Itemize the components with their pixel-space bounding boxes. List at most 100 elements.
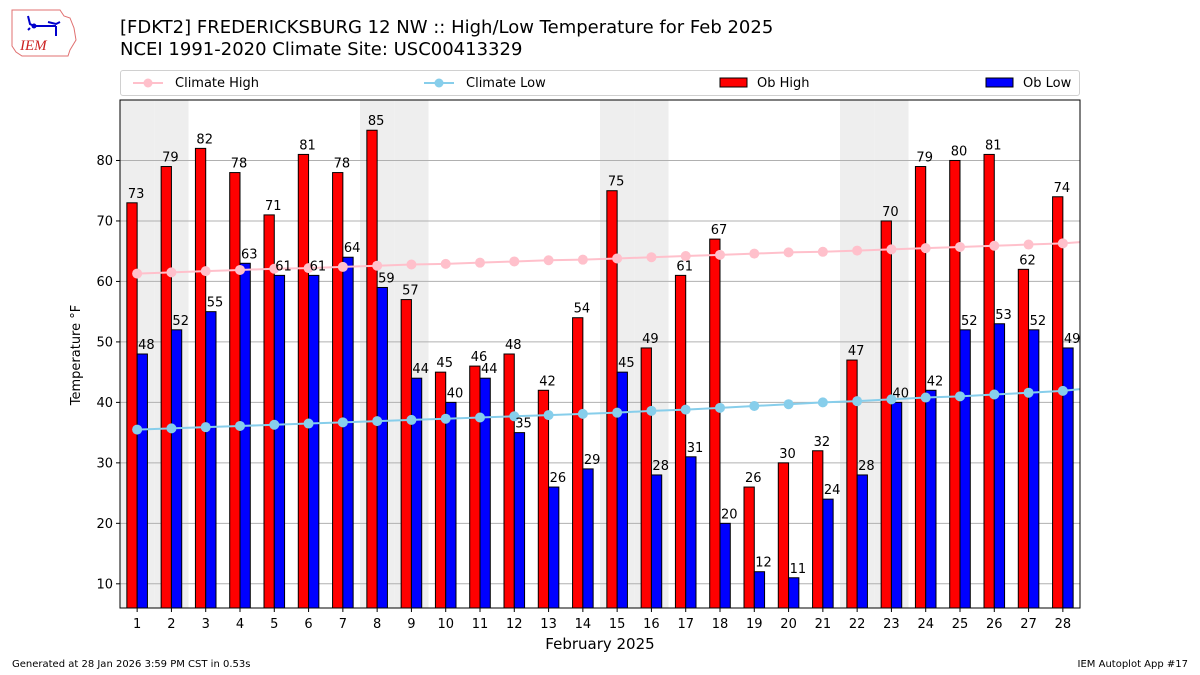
climate-high-point	[852, 245, 863, 256]
climate-high-point	[646, 252, 657, 263]
climate-high-point	[543, 255, 554, 266]
ob-high-label: 81	[299, 138, 316, 153]
ob-high-label: 78	[334, 157, 351, 172]
ob-low-label: 52	[961, 314, 978, 329]
ob-high-bar	[983, 153, 995, 609]
climate-high-point	[715, 249, 725, 260]
ob-high-bar	[297, 153, 310, 609]
ob-high-bar	[229, 172, 241, 609]
legend-label: Climate High	[175, 75, 260, 91]
ob-low-label: 42	[927, 374, 944, 389]
y-axis-label: Temperature °F	[69, 305, 84, 406]
ob-high-label: 71	[265, 199, 282, 214]
climate-low-point	[200, 422, 211, 433]
ob-low-bar	[273, 274, 286, 609]
ob-high-label: 79	[916, 151, 933, 166]
climate-low-point	[612, 407, 623, 418]
y-tick-label: 60	[96, 275, 113, 290]
x-tick-label: 23	[883, 617, 900, 632]
climate-high-point	[612, 253, 623, 264]
x-tick-label: 3	[202, 617, 210, 632]
ob-high-label: 48	[505, 338, 522, 353]
climate-low-point	[543, 410, 554, 421]
ob-low-label: 31	[687, 441, 704, 456]
ob-low-label: 20	[721, 507, 738, 522]
x-tick-label: 24	[917, 617, 934, 632]
ob-high-label: 46	[471, 350, 488, 365]
legend-label: Ob High	[757, 75, 810, 91]
y-tick-label: 40	[96, 396, 113, 411]
ob-low-label: 29	[584, 453, 601, 468]
ob-high-label: 70	[882, 205, 899, 220]
x-tick-label: 13	[540, 617, 557, 632]
climate-high-point	[303, 263, 314, 274]
climate-high-point	[372, 260, 383, 271]
climate-low-point	[955, 391, 965, 402]
ob-low-label: 64	[344, 241, 361, 256]
climate-high-point	[166, 267, 177, 278]
ob-low-bar	[856, 474, 868, 609]
ob-low-label: 53	[995, 308, 1012, 323]
x-tick-label: 18	[712, 617, 729, 632]
x-tick-label: 27	[1020, 617, 1037, 632]
x-tick-label: 2	[167, 617, 175, 632]
climate-low-point	[1057, 385, 1068, 396]
ob-low-bar	[650, 474, 663, 609]
climate-low-point	[680, 404, 691, 415]
x-tick-label: 22	[849, 617, 866, 632]
ob-low-label: 52	[1030, 314, 1047, 329]
ob-high-label: 74	[1054, 181, 1071, 196]
x-tick-label: 4	[236, 617, 244, 632]
climate-low-point	[509, 411, 520, 422]
ob-low-label: 52	[172, 314, 189, 329]
climate-high-point	[1057, 238, 1068, 249]
climate-low-point	[372, 416, 383, 427]
climate-high-point	[200, 266, 211, 277]
ob-high-label: 42	[539, 374, 556, 389]
climate-high-point	[783, 247, 794, 258]
footer-generated: Generated at 28 Jan 2026 3:59 PM CST in …	[12, 659, 251, 670]
ob-low-label: 11	[790, 562, 807, 577]
ob-high-label: 85	[368, 114, 385, 129]
climate-high-point	[1023, 239, 1034, 250]
ob-low-bar	[205, 311, 217, 609]
climate-low-point	[269, 419, 280, 430]
x-tick-label: 16	[643, 617, 660, 632]
climate-low-point	[440, 413, 451, 424]
ob-low-bar	[1028, 329, 1040, 609]
ob-high-label: 82	[196, 132, 213, 147]
x-tick-label: 11	[472, 617, 489, 632]
climate-low-point	[475, 412, 485, 423]
climate-low-point	[749, 401, 760, 412]
ob-high-bar	[194, 147, 207, 609]
ob-low-label: 24	[824, 483, 841, 498]
ob-low-bar	[890, 401, 903, 609]
x-tick-label: 7	[339, 617, 347, 632]
climate-low-point	[577, 408, 588, 419]
ob-low-label: 45	[618, 356, 635, 371]
ob-low-bar	[308, 274, 320, 609]
footer-app: IEM Autoplot App #17	[1077, 659, 1188, 670]
ob-high-bar	[400, 299, 412, 609]
y-tick-label: 50	[96, 335, 113, 350]
ob-low-bar	[753, 571, 766, 609]
ob-low-label: 40	[447, 386, 464, 401]
climate-high-line-icon	[133, 78, 163, 88]
x-tick-label: 12	[506, 617, 523, 632]
ob-high-bar	[160, 166, 172, 609]
x-tick-label: 1	[133, 617, 141, 632]
ob-high-label: 45	[436, 356, 453, 371]
logo-text: IEM	[19, 38, 48, 54]
ob-low-bar	[342, 256, 354, 609]
climate-low-point	[989, 389, 1000, 400]
climate-low-point	[132, 424, 143, 435]
ob-low-bar	[513, 432, 526, 609]
legend: Climate High Climate Low Ob High Ob Low	[120, 70, 1080, 96]
ob-high-bar	[777, 462, 790, 609]
ob-low-label: 35	[515, 417, 532, 432]
ob-high-box-icon	[719, 77, 748, 88]
ob-high-label: 54	[574, 302, 591, 317]
x-tick-label: 19	[746, 617, 763, 632]
climate-high-point	[920, 243, 931, 254]
